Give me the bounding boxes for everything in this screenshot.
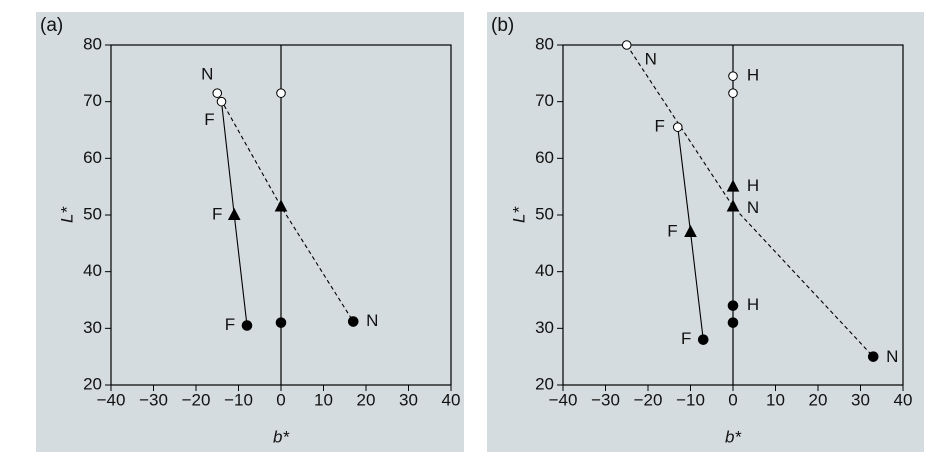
marker-filled-circle bbox=[697, 334, 709, 345]
y-tick-label: 50 bbox=[535, 204, 554, 223]
point-label: N bbox=[886, 347, 898, 366]
point-label: H bbox=[747, 66, 759, 85]
marker-triangle bbox=[726, 199, 740, 212]
x-tick-label: 30 bbox=[851, 390, 870, 409]
x-tick-label: 20 bbox=[809, 390, 828, 409]
marker-filled-circle bbox=[727, 300, 739, 311]
marker-triangle bbox=[274, 199, 288, 212]
x-tick-label: 40 bbox=[442, 390, 461, 409]
point-label: H bbox=[747, 295, 759, 314]
y-tick-label: 20 bbox=[83, 374, 102, 393]
marker-filled-circle bbox=[275, 317, 287, 328]
marker-open-circle bbox=[728, 88, 738, 98]
point-label: N bbox=[366, 311, 378, 330]
x-tick-label: −40 bbox=[97, 390, 126, 409]
y-tick-label: 30 bbox=[535, 318, 554, 337]
y-tick-label: 60 bbox=[83, 148, 102, 167]
marker-open-circle bbox=[728, 71, 738, 81]
point-label: F bbox=[225, 315, 235, 334]
y-tick-label: 60 bbox=[535, 148, 554, 167]
x-tick-label: 40 bbox=[894, 390, 913, 409]
marker-triangle bbox=[684, 224, 697, 237]
point-label: F bbox=[212, 204, 222, 223]
marker-filled-circle bbox=[867, 351, 879, 362]
x-tick-label: −30 bbox=[139, 390, 168, 409]
point-label: F bbox=[655, 117, 665, 136]
marker-filled-circle bbox=[727, 317, 739, 328]
x-tick-label: 10 bbox=[766, 390, 785, 409]
marker-triangle bbox=[726, 179, 740, 192]
marker-open-circle bbox=[216, 96, 227, 107]
marker-open-circle bbox=[212, 88, 223, 98]
series-line bbox=[626, 44, 874, 358]
panel-background bbox=[36, 12, 464, 452]
marker-open-circle bbox=[672, 122, 683, 132]
marker-filled-circle bbox=[347, 316, 359, 327]
y-tick-label: 70 bbox=[83, 91, 102, 110]
point-label: H bbox=[747, 176, 759, 195]
y-tick-label: 40 bbox=[535, 261, 554, 280]
point-label: N bbox=[747, 198, 759, 217]
panel-background bbox=[487, 12, 924, 452]
y-axis-title: L* bbox=[509, 206, 528, 223]
y-tick-label: 50 bbox=[83, 204, 102, 223]
x-tick-label: 30 bbox=[399, 390, 418, 409]
point-label: F bbox=[204, 110, 214, 129]
x-tick-label: 20 bbox=[357, 390, 376, 409]
y-axis-title: L* bbox=[57, 206, 76, 223]
x-tick-label: −40 bbox=[549, 390, 578, 409]
x-axis-title: b* bbox=[273, 427, 290, 446]
point-label: F bbox=[681, 329, 691, 348]
point-label: N bbox=[201, 65, 213, 84]
point-label: N bbox=[645, 49, 657, 68]
y-tick-label: 80 bbox=[535, 34, 554, 53]
x-tick-label: −10 bbox=[676, 390, 705, 409]
y-tick-label: 20 bbox=[535, 374, 554, 393]
marker-open-circle bbox=[276, 88, 286, 98]
x-tick-label: 10 bbox=[314, 390, 333, 409]
y-tick-label: 40 bbox=[83, 261, 102, 280]
panel-label: (a) bbox=[40, 15, 63, 36]
x-tick-label: 0 bbox=[728, 390, 737, 409]
marker-triangle bbox=[227, 207, 241, 220]
marker-open-circle bbox=[621, 40, 632, 50]
series-line bbox=[216, 92, 354, 322]
y-tick-label: 70 bbox=[535, 91, 554, 110]
x-axis-title: b* bbox=[725, 427, 742, 446]
y-tick-label: 30 bbox=[83, 318, 102, 337]
point-label: F bbox=[667, 221, 677, 240]
x-tick-label: −20 bbox=[634, 390, 663, 409]
panel-label: (b) bbox=[491, 15, 514, 36]
x-tick-label: −30 bbox=[591, 390, 620, 409]
x-tick-label: −20 bbox=[182, 390, 211, 409]
x-tick-label: 0 bbox=[276, 390, 285, 409]
x-tick-label: −10 bbox=[224, 390, 253, 409]
marker-filled-circle bbox=[241, 320, 253, 331]
y-tick-label: 80 bbox=[83, 34, 102, 53]
